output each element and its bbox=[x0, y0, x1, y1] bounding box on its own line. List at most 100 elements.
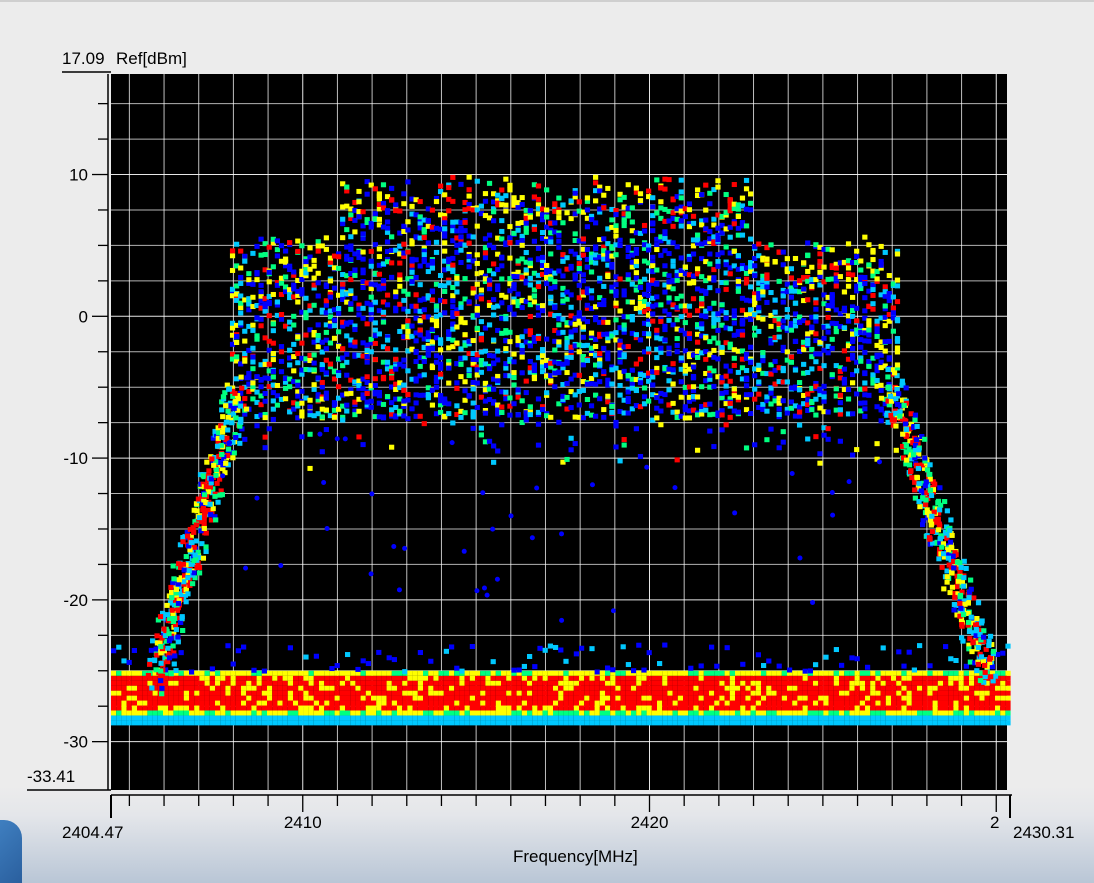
density-cell bbox=[547, 720, 553, 726]
density-cell bbox=[291, 400, 297, 406]
density-cell bbox=[121, 658, 127, 664]
density-cell bbox=[797, 685, 803, 691]
density-cell bbox=[885, 670, 891, 676]
density-cell bbox=[563, 675, 569, 681]
density-cell bbox=[499, 404, 505, 410]
density-cell bbox=[654, 365, 660, 371]
density-cell bbox=[340, 272, 346, 278]
density-cell bbox=[507, 276, 513, 282]
density-cell bbox=[199, 670, 205, 676]
density-cell bbox=[308, 715, 314, 721]
density-cell bbox=[761, 690, 767, 696]
density-cell bbox=[880, 645, 886, 651]
density-cell bbox=[743, 377, 750, 383]
density-cell bbox=[428, 715, 434, 721]
density-cell bbox=[735, 670, 741, 676]
density-cell bbox=[818, 680, 824, 686]
density-cell bbox=[776, 695, 782, 701]
density-cell bbox=[963, 715, 969, 721]
density-cell bbox=[459, 710, 465, 716]
density-cell bbox=[617, 243, 623, 249]
density-cell bbox=[568, 320, 574, 326]
density-cell bbox=[407, 685, 413, 691]
density-cell bbox=[376, 283, 382, 289]
density-cell bbox=[495, 448, 501, 454]
density-cell bbox=[580, 278, 586, 284]
density-cell bbox=[896, 649, 902, 655]
density-cell bbox=[542, 705, 548, 711]
density-cell bbox=[469, 715, 475, 721]
density-cell bbox=[407, 670, 413, 676]
density-cell bbox=[537, 685, 543, 691]
density-cell bbox=[678, 223, 684, 229]
density-cell bbox=[446, 208, 452, 214]
density-cell bbox=[735, 705, 741, 711]
density-cell bbox=[267, 720, 273, 726]
density-cell bbox=[535, 442, 542, 448]
density-cell bbox=[499, 202, 505, 208]
density-cell bbox=[572, 392, 578, 398]
density-cell bbox=[355, 715, 361, 721]
density-cell bbox=[563, 690, 569, 696]
density-cell bbox=[568, 376, 574, 382]
density-cell bbox=[307, 245, 313, 251]
density-cell bbox=[625, 213, 631, 219]
density-cell bbox=[454, 311, 460, 317]
density-cell bbox=[360, 658, 366, 664]
density-cell bbox=[556, 339, 562, 345]
density-cell bbox=[666, 273, 672, 279]
density-cell bbox=[715, 317, 721, 323]
density-cell bbox=[334, 670, 340, 676]
density-cell bbox=[719, 302, 725, 308]
density-cell bbox=[764, 256, 770, 262]
density-cell bbox=[641, 303, 648, 309]
density-cell bbox=[780, 249, 786, 255]
density-cell bbox=[821, 409, 827, 415]
density-cell bbox=[421, 314, 427, 320]
density-cell bbox=[437, 398, 444, 404]
density-cell bbox=[384, 229, 391, 235]
density-cell bbox=[719, 690, 725, 696]
density-cell bbox=[760, 286, 766, 292]
density-cell bbox=[597, 209, 603, 215]
density-cell bbox=[507, 329, 513, 335]
density-cell bbox=[792, 700, 798, 706]
density-cell bbox=[584, 396, 591, 402]
density-cell bbox=[631, 720, 637, 726]
density-cell bbox=[796, 380, 803, 386]
density-cell bbox=[576, 199, 582, 205]
density-cell bbox=[558, 685, 564, 691]
density-cell bbox=[277, 690, 283, 696]
density-cell bbox=[335, 395, 342, 401]
density-cell bbox=[558, 690, 564, 696]
density-cell bbox=[501, 715, 507, 721]
density-cell bbox=[629, 264, 635, 270]
density-cell bbox=[750, 695, 756, 701]
density-cell bbox=[553, 644, 559, 650]
density-cell bbox=[544, 390, 550, 396]
density-cell bbox=[631, 670, 637, 676]
density-cell bbox=[560, 273, 566, 279]
density-cell bbox=[262, 252, 268, 258]
density-cell bbox=[315, 243, 321, 249]
density-cell bbox=[254, 399, 260, 405]
density-cell bbox=[532, 700, 538, 706]
density-cell bbox=[486, 268, 493, 274]
density-cell bbox=[480, 685, 486, 691]
density-cell bbox=[563, 670, 569, 676]
density-cell bbox=[428, 700, 434, 706]
density-cell bbox=[437, 340, 444, 346]
density-cell bbox=[262, 304, 268, 310]
density-cell bbox=[466, 299, 472, 305]
density-cell bbox=[625, 373, 631, 379]
density-cell bbox=[409, 275, 415, 281]
density-cell bbox=[429, 297, 436, 303]
density-cell bbox=[788, 321, 795, 327]
density-cell bbox=[462, 410, 468, 416]
density-cell bbox=[597, 188, 603, 194]
density-cell bbox=[311, 282, 317, 288]
density-cell bbox=[409, 279, 415, 285]
density-cell bbox=[464, 685, 470, 691]
density-cell bbox=[417, 705, 423, 711]
density-cell bbox=[335, 343, 342, 349]
